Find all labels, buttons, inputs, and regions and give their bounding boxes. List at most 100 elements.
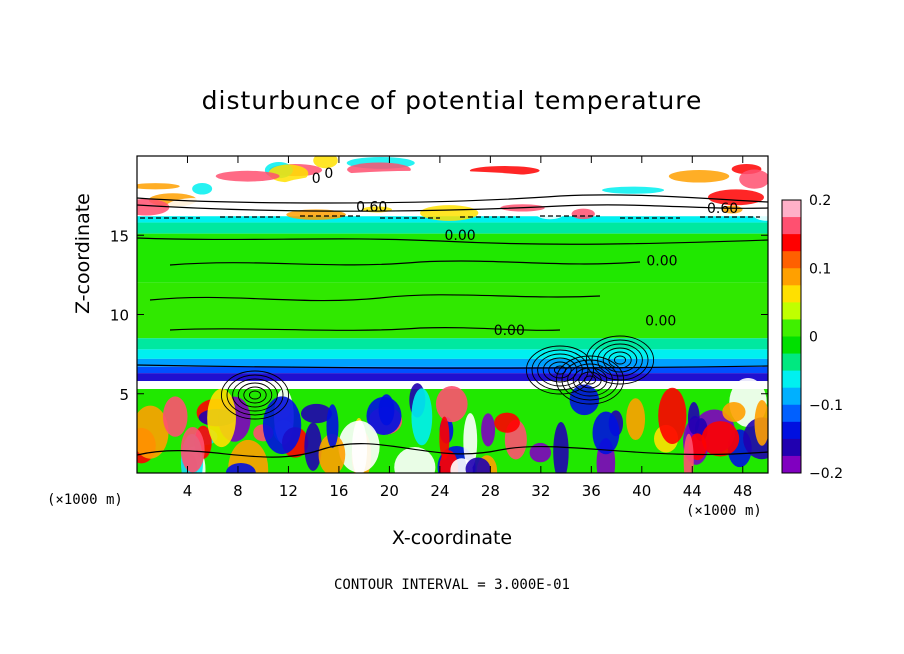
field-blob [394, 447, 436, 473]
contour-line [525, 345, 595, 395]
colorbar-segment [782, 217, 801, 235]
x-axis: 4 8 12 16 20 24 28 32 36 40 44 48 [183, 156, 752, 500]
contour-line [149, 294, 601, 302]
colorbar-segment [782, 302, 801, 320]
field-blob [658, 387, 687, 444]
field-blob [286, 209, 346, 220]
field-band [137, 338, 768, 350]
contour-line [237, 382, 273, 408]
contour-line [572, 367, 608, 393]
contour-line [608, 351, 632, 369]
contour-line [531, 349, 589, 391]
field-blob [165, 197, 227, 217]
contour-line [137, 364, 768, 369]
contour-labels: 0.60 0.60 0.00 0.00 0.00 0.00 00 [312, 166, 738, 339]
colorbar-segment [782, 404, 801, 423]
heatmap-field [137, 156, 768, 473]
colorbar-segment [782, 319, 801, 337]
contour-line [567, 363, 613, 397]
colorbar-segment [782, 438, 801, 457]
field-blob [668, 170, 730, 183]
field-blob [277, 170, 578, 205]
colorbar-tick-label: 0.2 [809, 193, 831, 209]
field-band [137, 222, 768, 234]
field-blob [268, 164, 309, 183]
contour-label: 0 [312, 171, 321, 187]
colorbar: 0.2 0.1 0 −0.1 −0.2 [781, 193, 843, 482]
y-axis: 5 10 15 [110, 227, 768, 404]
contour-label: 0.60 [356, 199, 387, 215]
field-band [137, 381, 768, 389]
contour-line [602, 347, 638, 373]
field-blob [571, 208, 595, 220]
field-blob [207, 388, 236, 448]
contour-line [169, 326, 561, 332]
contour-label: 0.00 [494, 323, 525, 339]
contour-line [542, 357, 578, 383]
field-blob [304, 422, 322, 471]
colorbar-segment [782, 234, 801, 252]
y-tick-label: 10 [110, 307, 129, 325]
field-blob [162, 396, 188, 437]
contour-label: 0.00 [645, 314, 676, 330]
x-tick-label: 32 [531, 482, 550, 500]
contour-line [585, 335, 655, 385]
contour-line [220, 370, 290, 420]
colorbar-segment [782, 336, 801, 355]
field-blob [215, 170, 280, 182]
field-blob [137, 405, 169, 459]
colorbar-tick-label: 0.1 [809, 261, 831, 277]
field-blob [592, 411, 620, 455]
field-blob [313, 156, 338, 169]
colorbar-segment [782, 353, 801, 372]
contour-lines [137, 194, 768, 458]
contour-line [597, 343, 643, 377]
field-blob [137, 183, 180, 190]
field-blob [529, 442, 552, 463]
colorbar-segment [782, 455, 801, 474]
field-blob [626, 398, 646, 441]
field-blob [463, 413, 478, 469]
field-band [137, 282, 768, 339]
x-axis-label: X-coordinate [391, 527, 513, 549]
contour-line [591, 339, 649, 381]
contour-interval-note: CONTOUR INTERVAL = 3.000E-01 [333, 577, 570, 593]
field-blob [754, 399, 768, 446]
x-tick-label: 44 [683, 482, 702, 500]
field-blob [262, 396, 302, 455]
contour-label: 0 [324, 166, 333, 182]
contour-line [613, 355, 627, 365]
contour-line [537, 353, 583, 387]
field-blob [378, 394, 395, 426]
field-band [137, 373, 768, 382]
field-blob [318, 434, 346, 473]
x-tick-label: 8 [233, 482, 243, 500]
field-blob [439, 416, 450, 460]
contour-label: 0.00 [444, 228, 475, 244]
colorbar-frame [781, 199, 802, 474]
field-blob [411, 388, 433, 446]
field-blob [192, 182, 213, 195]
field-blob [701, 421, 740, 457]
contour-label: 0.60 [707, 201, 738, 217]
colorbar-segment [782, 421, 801, 440]
x-tick-label: 24 [430, 482, 449, 500]
contour-line [248, 390, 262, 400]
colorbar-segment [782, 370, 801, 389]
colorbar-segment [782, 268, 801, 286]
field-blob [465, 457, 491, 473]
field-blob [494, 412, 520, 433]
field-band [137, 366, 768, 374]
field-blob [404, 159, 451, 172]
field-blob [602, 186, 665, 194]
y-tick-label: 5 [119, 386, 129, 404]
field-blob [683, 433, 694, 473]
y-axis-label: Z-coordinate [72, 193, 94, 314]
x-unit-right: (×1000 m) [686, 503, 762, 519]
contour-label: 0.00 [646, 253, 677, 269]
x-tick-label: 4 [183, 482, 193, 500]
contour-line [243, 386, 267, 404]
field-blob [435, 385, 468, 423]
contour-line [548, 361, 572, 379]
